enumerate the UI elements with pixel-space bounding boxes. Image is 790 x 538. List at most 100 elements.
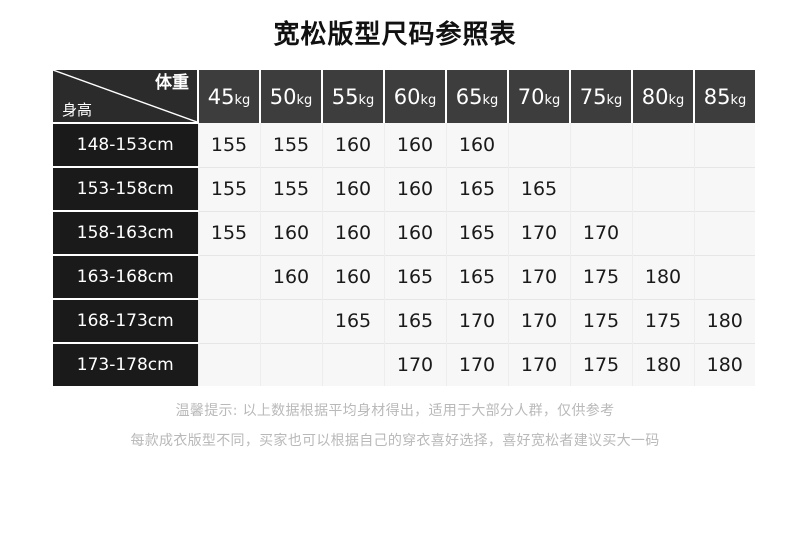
column-header-value: 45: [207, 84, 235, 109]
footnote-line-2: 每款成衣版型不同，买家也可以根据自己的穿衣喜好选择，喜好宽松者建议买大一码: [130, 433, 660, 449]
size-cell: 160: [383, 123, 446, 167]
table-row: 148-153cm 155 155 160 160 160: [53, 122, 755, 167]
size-cell: [259, 298, 322, 343]
size-cell: 175: [569, 298, 632, 343]
size-reference-table: 体重 身高 45kg 50kg 55kg 60kg 65kg 70kg 75kg…: [53, 70, 755, 386]
column-header-value: 75: [579, 84, 607, 109]
size-cell: 170: [383, 342, 446, 386]
footnotes: 温馨提示: 以上数据根据平均身材得出，适用于大部分人群，仅供参考 每款成衣版型不…: [0, 396, 790, 456]
size-cell: 170: [569, 210, 632, 255]
size-cell: 180: [693, 298, 755, 343]
size-cell: 160: [321, 210, 384, 255]
size-cell: 170: [507, 342, 570, 386]
column-header-65kg: 65kg: [445, 70, 508, 123]
size-cell: 155: [259, 166, 322, 211]
column-header-value: 55: [331, 84, 359, 109]
size-cell: 165: [445, 254, 508, 299]
column-header-unit: kg: [606, 92, 623, 108]
row-header-height: 173-178cm: [53, 342, 198, 386]
size-cell: [197, 342, 260, 386]
row-header-height: 158-163cm: [53, 210, 198, 255]
size-cell: [631, 123, 694, 167]
column-header-value: 70: [517, 84, 545, 109]
column-header-value: 85: [703, 84, 731, 109]
size-cell: 155: [197, 123, 260, 167]
size-cell: 165: [321, 298, 384, 343]
size-cell: 175: [569, 254, 632, 299]
column-header-50kg: 50kg: [259, 70, 322, 123]
column-header-unit: kg: [358, 92, 375, 108]
row-header-height: 163-168cm: [53, 254, 198, 299]
size-cell: [693, 123, 755, 167]
column-header-80kg: 80kg: [631, 70, 694, 123]
size-cell: 160: [321, 123, 384, 167]
size-cell: [197, 254, 260, 299]
corner-header-cell: 体重 身高: [53, 70, 198, 123]
size-cell: 160: [321, 254, 384, 299]
size-cell: 180: [631, 342, 694, 386]
column-header-value: 80: [641, 84, 669, 109]
size-cell: 160: [259, 210, 322, 255]
size-cell: 170: [507, 298, 570, 343]
size-cell: 170: [507, 210, 570, 255]
size-cell: [569, 123, 632, 167]
size-cell: 160: [383, 210, 446, 255]
diagonal-divider-icon: [53, 70, 197, 122]
size-cell: 160: [259, 254, 322, 299]
size-cell: 160: [321, 166, 384, 211]
size-cell: 175: [569, 342, 632, 386]
size-cell: 160: [445, 123, 508, 167]
column-header-85kg: 85kg: [693, 70, 755, 123]
table-body: 148-153cm 155 155 160 160 160 153-158cm …: [53, 122, 755, 386]
footnote-line-1: 温馨提示: 以上数据根据平均身材得出，适用于大部分人群，仅供参考: [175, 403, 615, 419]
size-cell: 160: [383, 166, 446, 211]
row-header-height: 148-153cm: [53, 122, 198, 167]
size-cell: 180: [693, 342, 755, 386]
size-cell: [693, 210, 755, 255]
column-header-unit: kg: [296, 92, 313, 108]
size-cell: [631, 210, 694, 255]
size-cell: 180: [631, 254, 694, 299]
row-header-height: 168-173cm: [53, 298, 198, 343]
column-header-55kg: 55kg: [321, 70, 384, 123]
table-row: 158-163cm 155 160 160 160 165 170 170: [53, 210, 755, 255]
table-row: 153-158cm 155 155 160 160 165 165: [53, 166, 755, 211]
table-header: 体重 身高 45kg 50kg 55kg 60kg 65kg 70kg 75kg…: [53, 70, 755, 123]
header-row: 体重 身高 45kg 50kg 55kg 60kg 65kg 70kg 75kg…: [53, 70, 755, 123]
size-cell: 155: [197, 210, 260, 255]
table-row: 168-173cm 165 165 170 170 175 175 180: [53, 298, 755, 343]
table-row: 173-178cm 170 170 170 175 180 180: [53, 342, 755, 386]
column-header-unit: kg: [482, 92, 499, 108]
column-header-unit: kg: [420, 92, 437, 108]
size-cell: 165: [445, 210, 508, 255]
column-header-75kg: 75kg: [569, 70, 632, 123]
size-cell: [259, 342, 322, 386]
size-cell: 170: [445, 298, 508, 343]
column-header-60kg: 60kg: [383, 70, 446, 123]
size-cell: 165: [383, 254, 446, 299]
column-header-value: 60: [393, 84, 421, 109]
size-cell: 155: [259, 123, 322, 167]
column-header-45kg: 45kg: [197, 70, 260, 123]
column-header-unit: kg: [668, 92, 685, 108]
size-cell: [197, 298, 260, 343]
size-cell: [507, 123, 570, 167]
corner-weight-label: 体重: [155, 73, 189, 93]
size-cell: [693, 254, 755, 299]
column-header-70kg: 70kg: [507, 70, 570, 123]
size-cell: [693, 166, 755, 211]
size-cell: 155: [197, 166, 260, 211]
size-cell: 165: [383, 298, 446, 343]
page-title: 宽松版型尺码参照表: [273, 20, 517, 50]
column-header-unit: kg: [234, 92, 251, 108]
size-cell: 170: [445, 342, 508, 386]
column-header-value: 50: [269, 84, 297, 109]
size-table-container: 体重 身高 45kg 50kg 55kg 60kg 65kg 70kg 75kg…: [53, 70, 755, 386]
corner-height-label: 身高: [62, 101, 93, 119]
size-cell: 165: [507, 166, 570, 211]
column-header-unit: kg: [544, 92, 561, 108]
size-cell: [631, 166, 694, 211]
table-row: 163-168cm 160 160 165 165 170 175 180: [53, 254, 755, 299]
size-cell: 165: [445, 166, 508, 211]
